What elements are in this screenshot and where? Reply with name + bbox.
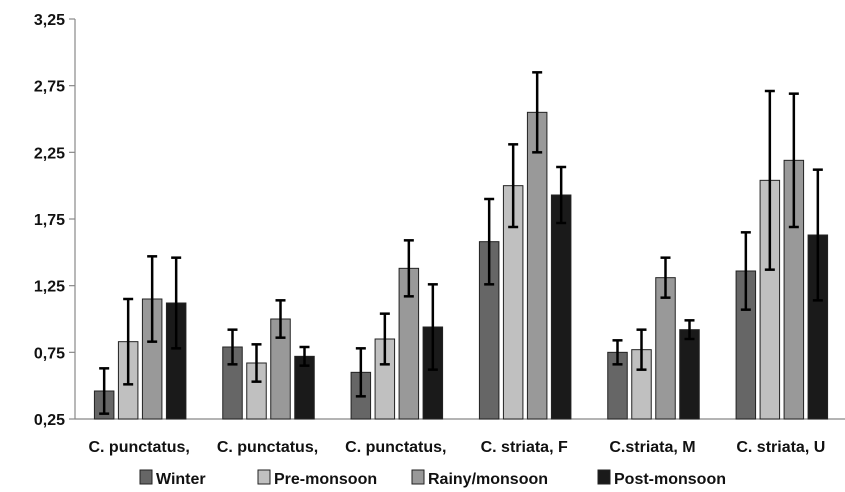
error-bar: [379, 312, 390, 366]
y-tick-label: 2,25: [34, 145, 65, 162]
error-bar: [251, 343, 262, 383]
error-bar: [660, 256, 671, 299]
axes: 0,25 0,75 1,25 1,75 2,25 2,75 3,25: [34, 12, 845, 429]
error-bar: [556, 165, 567, 225]
y-tick-label: 1,75: [34, 212, 65, 229]
error-bar: [275, 299, 286, 339]
category-label: C. punctatus,: [345, 439, 446, 456]
bar-post-monsoon-4: [679, 329, 700, 420]
error-bar: [403, 239, 414, 298]
error-bar: [532, 71, 543, 154]
y-tick-label: 0,75: [34, 345, 65, 362]
error-bar: [299, 345, 310, 367]
error-bar: [123, 297, 134, 386]
legend-label: Pre-monsoon: [274, 471, 377, 488]
error-bar: [508, 143, 519, 229]
category-label: C. striata, U: [736, 439, 825, 456]
category-label: C. striata, F: [481, 439, 568, 456]
legend-item: Pre-monsoon: [257, 469, 377, 488]
error-bar: [636, 328, 647, 371]
error-bars-layer: [99, 71, 823, 415]
legend-item: Winter: [139, 469, 206, 488]
legend-item: Rainy/monsoon: [411, 469, 548, 488]
legend-swatch: [139, 469, 153, 485]
legend-swatch: [597, 469, 611, 485]
legend-item: Post-monsoon: [597, 469, 726, 488]
category-labels: C. punctatus, C. punctatus, C. punctatus, C…: [88, 439, 825, 456]
error-bar: [788, 92, 799, 229]
bar-post-monsoon-3: [550, 194, 572, 420]
bars-layer: [93, 111, 829, 420]
y-tick-label: 0,25: [34, 412, 65, 429]
error-bar: [147, 255, 158, 343]
legend: Winter Pre-monsoon Rainy/monsoon Post-monso…: [139, 469, 726, 488]
y-tick-label: 3,25: [34, 12, 65, 29]
bar-rainy-monsoon-3: [526, 111, 548, 420]
legend-label: Post-monsoon: [614, 471, 726, 488]
error-bar: [227, 328, 238, 366]
error-bar: [812, 168, 823, 302]
category-label: C.striata, M: [609, 439, 695, 456]
legend-swatch: [257, 469, 271, 485]
error-bar: [171, 256, 182, 350]
y-tick-label: 2,75: [34, 79, 65, 96]
error-bar: [427, 283, 438, 371]
legend-swatch: [411, 469, 425, 485]
error-bar: [99, 367, 110, 415]
error-bar: [355, 347, 366, 398]
y-tick-label: 1,25: [34, 279, 65, 296]
legend-label: Winter: [156, 471, 206, 488]
error-bar: [612, 339, 623, 366]
category-label: C. punctatus,: [88, 439, 189, 456]
error-bar: [740, 231, 751, 311]
error-bar: [484, 197, 495, 286]
legend-label: Rainy/monsoon: [428, 471, 548, 488]
error-bar: [764, 89, 775, 271]
category-label: C. punctatus,: [217, 439, 318, 456]
error-bar: [684, 319, 695, 341]
